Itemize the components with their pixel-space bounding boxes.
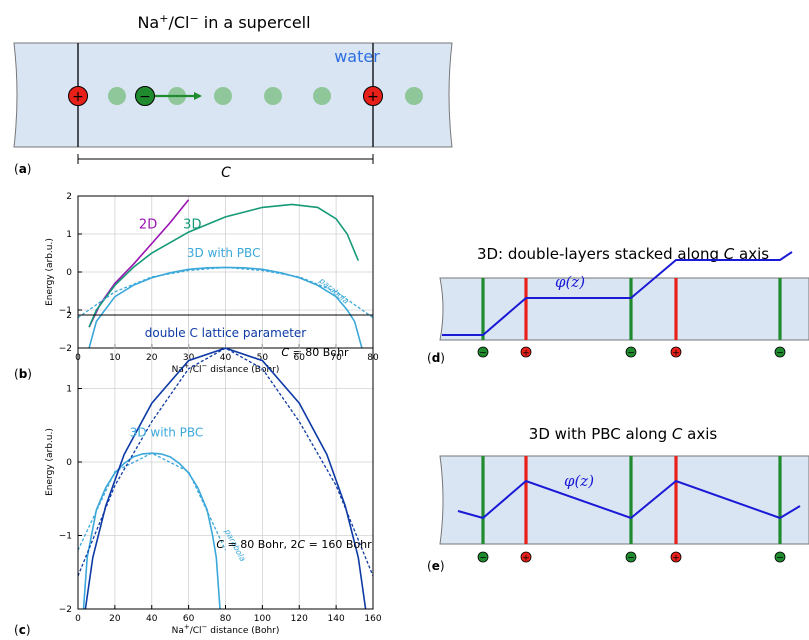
series-line [77, 347, 374, 577]
y-axis-label: Energy (arb.u.) [45, 428, 55, 496]
water-layer-d [439, 277, 809, 341]
x-axis-label: Na+/Cl− distance (Bohr) [172, 623, 280, 636]
panel-b-note: C = 80 Bohr [281, 346, 349, 359]
y-tick-label: 2 [66, 192, 72, 202]
annotation: 3D with PBC [130, 425, 204, 439]
length-label: C [221, 165, 231, 181]
image-ions [108, 87, 423, 105]
x-tick-label: 40 [146, 614, 158, 624]
ion-marker [477, 551, 489, 563]
y-tick-label: −2 [59, 605, 72, 615]
panel-d: 3D: double-layers stacked along C axis −… [427, 245, 809, 365]
annotation: 3D [183, 217, 201, 232]
cation-left [68, 86, 88, 106]
image-ion [313, 87, 331, 105]
x-tick-label: 100 [254, 614, 271, 624]
panel-d-title: 3D: double-layers stacked along C axis [477, 245, 769, 263]
annotation: 3D with PBC [187, 246, 261, 260]
layer-lines-e: − + − + − [477, 456, 786, 564]
panel-a-title: Na+/Cl− in a supercell [137, 12, 310, 32]
ion-marker-sign: − [479, 554, 487, 564]
phi-label-e: φ(z) [564, 472, 594, 490]
ion-marker [774, 346, 786, 358]
x-tick-label: 140 [328, 614, 345, 624]
ion-marker-sign: + [522, 349, 530, 359]
panel-e-tag: (e) [427, 559, 445, 573]
x-axis-label: Na+/Cl− distance (Bohr) [172, 362, 280, 375]
y-tick-label: −2 [59, 344, 72, 354]
image-ion [214, 87, 232, 105]
ion-marker-sign: + [522, 554, 530, 564]
ion-marker-sign: − [776, 349, 784, 359]
x-tick-label: 60 [183, 614, 195, 624]
panel-c-note: C = 80 Bohr, 2C = 160 Bohr [216, 538, 372, 551]
potential-curve-d [442, 251, 793, 336]
layer-lines-d: − + − + − [477, 278, 786, 359]
y-tick-label: −1 [59, 306, 72, 316]
cation-sign: + [367, 89, 379, 105]
annotation: 2D [139, 217, 157, 232]
y-tick-label: 2 [66, 311, 72, 321]
panel-e: 3D with PBC along C axis − + − + − φ(z) (e) [427, 425, 809, 573]
anion-sign: − [139, 89, 151, 105]
image-ion [108, 87, 126, 105]
annotation: double C lattice parameter [145, 326, 307, 340]
y-axis-label: Energy (arb.u.) [45, 238, 55, 306]
y-tick-label: −1 [59, 532, 72, 542]
panel-a: Na+/Cl− in a supercell water + + − (a) C [13, 12, 453, 181]
ion-marker-sign: − [627, 554, 635, 564]
cation-right [363, 86, 383, 106]
ion-marker-sign: + [672, 554, 680, 564]
panel-c-tag: (c) [14, 623, 31, 637]
panel-d-tag: (d) [427, 351, 445, 365]
x-tick-label: 20 [109, 614, 121, 624]
panel-a-tag: (a) [14, 162, 31, 176]
panel-e-title: 3D with PBC along C axis [529, 425, 718, 443]
series-line [88, 203, 360, 328]
series-line [88, 266, 363, 349]
anion [135, 86, 155, 106]
ion-marker-sign: − [479, 349, 487, 359]
ion-marker [625, 551, 637, 563]
cation-sign: + [72, 89, 84, 105]
panel-b-tag: (b) [14, 367, 32, 381]
ion-marker-sign: − [776, 554, 784, 564]
annotation: parabola [317, 276, 351, 306]
phi-label-d: φ(z) [555, 273, 585, 291]
x-tick-label: 80 [220, 614, 232, 624]
length-indicator [77, 154, 374, 164]
ion-marker [670, 551, 682, 563]
ion-marker [520, 346, 532, 358]
y-tick-label: 0 [66, 458, 72, 468]
potential-curve-e [457, 479, 801, 520]
ion-marker [520, 551, 532, 563]
image-ion [405, 87, 423, 105]
x-tick-label: 0 [75, 614, 81, 624]
series-line [77, 266, 374, 319]
ion-marker [477, 346, 489, 358]
y-tick-label: 0 [66, 268, 72, 278]
ion-marker-sign: + [672, 349, 680, 359]
ion-marker [670, 346, 682, 358]
y-tick-label: 1 [66, 385, 72, 395]
water-region [13, 42, 453, 148]
ion-marker [625, 346, 637, 358]
image-ion [264, 87, 282, 105]
x-tick-label: 160 [364, 614, 381, 624]
water-label: water [334, 47, 380, 66]
water-layer-e [439, 455, 809, 545]
series-line [77, 452, 227, 551]
series-line [84, 347, 367, 610]
x-tick-label: 120 [291, 614, 308, 624]
ion-marker [774, 551, 786, 563]
ion-marker-sign: − [627, 349, 635, 359]
y-tick-label: 1 [66, 230, 72, 240]
